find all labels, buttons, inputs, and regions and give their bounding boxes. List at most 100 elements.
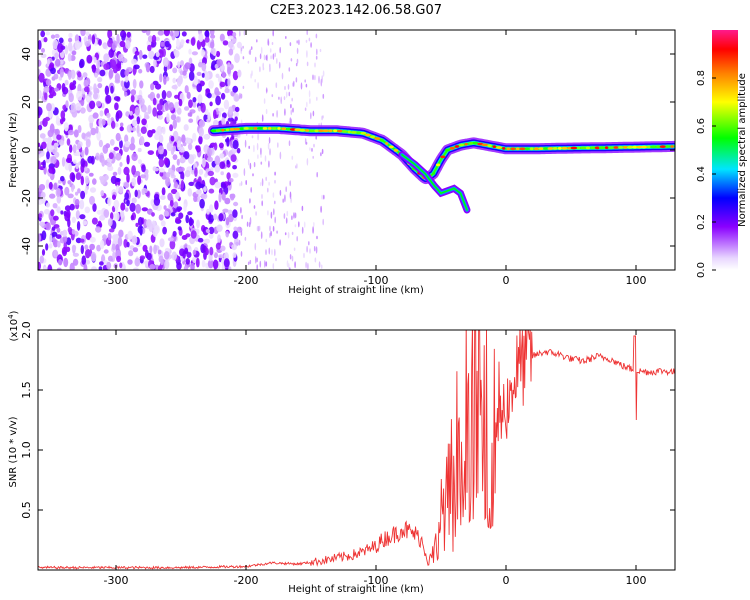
- noise-cell: [46, 140, 52, 151]
- noise-cell: [225, 230, 229, 238]
- noise-cell: [55, 187, 61, 198]
- ridge-blob: [481, 143, 489, 147]
- noise-cell: [207, 156, 213, 163]
- noise-cell: [268, 247, 271, 255]
- noise-cell: [48, 166, 55, 174]
- noise-cell: [260, 231, 263, 239]
- noise-cell: [320, 205, 322, 213]
- noise-cell: [169, 239, 176, 250]
- noise-cell: [38, 40, 42, 50]
- noise-cell: [152, 167, 160, 172]
- y-tick-label: 1.5: [20, 381, 33, 399]
- noise-cell: [164, 40, 170, 48]
- noise-cell: [89, 100, 96, 110]
- noise-cell: [79, 199, 85, 210]
- noise-cell: [256, 257, 259, 263]
- noise-cell: [323, 194, 325, 200]
- colorbar-tick-label: 0.8: [696, 70, 707, 86]
- ridge-blob: [641, 145, 648, 149]
- noise-cell: [183, 151, 190, 160]
- noise-cell: [145, 249, 149, 259]
- noise-cell: [59, 59, 64, 65]
- noise-cell: [253, 205, 256, 209]
- branch-inner: [401, 154, 468, 211]
- noise-cell: [208, 188, 215, 194]
- noise-cell: [309, 147, 311, 151]
- noise-cell: [284, 232, 287, 236]
- noise-cell: [231, 147, 238, 154]
- noise-cell: [111, 243, 116, 251]
- noise-cell: [63, 257, 69, 268]
- noise-cell: [304, 79, 307, 83]
- noise-cell: [226, 172, 231, 180]
- noise-cell: [64, 45, 69, 55]
- noise-cell: [43, 208, 50, 215]
- noise-cell: [267, 187, 269, 193]
- noise-cell: [137, 147, 142, 153]
- noise-cell: [233, 201, 239, 207]
- noise-cell: [214, 91, 222, 96]
- noise-cell: [127, 259, 133, 265]
- noise-cell: [293, 247, 296, 251]
- noise-cell: [233, 111, 239, 118]
- noise-cell: [38, 213, 43, 219]
- noise-cell: [61, 246, 68, 257]
- noise-cell: [266, 89, 268, 92]
- ridge-blob: [665, 145, 670, 148]
- noise-cell: [164, 102, 169, 111]
- noise-cell: [159, 171, 164, 177]
- noise-cell: [287, 231, 290, 239]
- noise-cell: [119, 126, 124, 132]
- noise-cell: [75, 162, 79, 170]
- noise-cell: [200, 49, 206, 57]
- ridge-blob: [534, 147, 539, 151]
- noise-cell: [132, 247, 139, 253]
- noise-cell: [279, 189, 282, 196]
- noise-cell: [284, 108, 286, 116]
- noise-cell: [261, 114, 264, 122]
- noise-cell: [279, 151, 282, 160]
- noise-cell: [42, 159, 46, 169]
- ridge-blob: [670, 145, 674, 148]
- noise-cell: [257, 133, 259, 141]
- noise-cell: [222, 208, 229, 213]
- noise-cell: [154, 133, 161, 141]
- noise-cell: [249, 198, 251, 204]
- noise-cell: [236, 147, 241, 154]
- noise-cell: [260, 46, 263, 55]
- noise-cell: [269, 65, 271, 73]
- noise-cell: [237, 69, 242, 78]
- noise-cell: [277, 142, 279, 148]
- noise-cell: [320, 78, 323, 87]
- snr-x-label: Height of straight line (km): [288, 584, 424, 595]
- noise-cell: [115, 152, 122, 161]
- noise-cell: [291, 97, 294, 102]
- noise-cell: [129, 143, 136, 151]
- noise-cell: [263, 98, 266, 104]
- noise-cell: [244, 139, 247, 148]
- ridge-blob: [604, 146, 609, 150]
- noise-cell: [278, 96, 280, 100]
- noise-cell: [89, 195, 95, 205]
- noise-cell: [119, 162, 123, 167]
- noise-cell: [49, 62, 55, 69]
- ridge-blob: [248, 126, 254, 130]
- noise-cell: [306, 30, 308, 36]
- noise-cell: [234, 116, 238, 122]
- noise-cell: [136, 124, 140, 135]
- noise-cell: [184, 170, 191, 178]
- ridge-blob: [543, 147, 549, 150]
- noise-cell: [116, 110, 123, 119]
- noise-cell: [268, 160, 270, 168]
- figure-title: C2E3.2023.142.06.58.G07: [270, 3, 442, 18]
- noise-cell: [181, 134, 186, 144]
- noise-cell: [40, 191, 46, 199]
- noise-cell: [279, 46, 282, 54]
- noise-cell: [301, 205, 304, 212]
- noise-cell: [99, 261, 104, 266]
- noise-cell: [214, 164, 221, 173]
- noise-cell: [85, 138, 91, 148]
- noise-cell: [184, 62, 191, 70]
- spectrogram-x-label: Height of straight line (km): [288, 285, 424, 296]
- noise-cell: [290, 104, 292, 109]
